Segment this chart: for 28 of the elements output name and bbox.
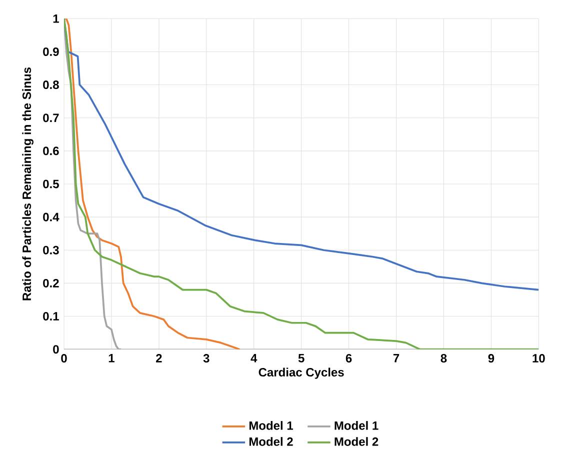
y-tick-label: 0.4 (43, 212, 60, 222)
x-tick-label: 5 (298, 354, 304, 363)
x-tick-label: 9 (488, 354, 494, 363)
y-tick-label: 0.7 (43, 114, 59, 122)
x-tick-label: 3 (203, 354, 210, 363)
x-tick-label: 6 (346, 354, 352, 363)
y-tick-label: 0.3 (43, 246, 59, 255)
x-tick-label: 0 (61, 354, 67, 363)
x-tick-label: 1 (108, 354, 114, 362)
y-tick-label: 0.1 (43, 312, 59, 321)
y-axis-title: Ratio of Particles Remaining in the Sinus (22, 68, 34, 300)
x-tick-label: 7 (393, 354, 400, 362)
legend-label: Model 1 (334, 421, 378, 430)
x-axis-title: Cardiac Cycles (258, 368, 344, 380)
y-tick-label: 0.2 (43, 279, 59, 288)
legend-label: Model 2 (334, 437, 378, 446)
legend-label: Model 1 (249, 421, 293, 430)
x-tick-label: 2 (156, 354, 162, 363)
y-tick-label: 0.6 (43, 146, 59, 156)
legend-label: Model 2 (249, 437, 293, 446)
y-tick-label: 1 (53, 14, 59, 23)
x-tick-label: 10 (532, 354, 545, 363)
y-tick-label: 0.5 (43, 180, 59, 188)
x-tick-label: 8 (440, 354, 447, 363)
y-tick-label: 0.9 (43, 48, 59, 56)
y-tick-label: 0 (53, 345, 59, 354)
y-tick-label: 0.8 (43, 80, 59, 90)
x-tick-label: 4 (250, 354, 258, 362)
